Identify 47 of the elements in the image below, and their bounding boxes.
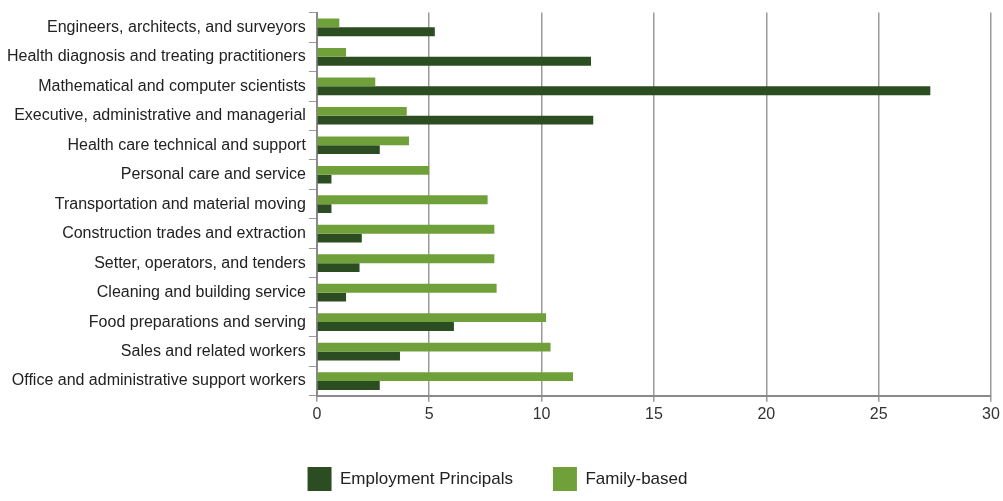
bar	[317, 106, 407, 116]
bar	[317, 47, 347, 57]
y-tick-label: Transportation and material moving	[54, 194, 306, 212]
y-tick-label: Office and administrative support workers	[11, 371, 306, 389]
x-tick-label: 0	[312, 404, 322, 422]
x-tick-label: 20	[757, 404, 776, 422]
bar	[317, 174, 332, 184]
bar	[317, 204, 332, 214]
x-tick-label: 5	[424, 404, 434, 422]
y-tick-label: Construction trades and extraction	[62, 224, 306, 242]
bar	[317, 233, 362, 243]
bar	[317, 372, 574, 382]
y-tick-label: Engineers, architects, and surveyors	[47, 17, 306, 35]
x-tick-label: 10	[532, 404, 551, 422]
y-tick-label: Food preparations and serving	[88, 312, 306, 330]
bar	[317, 254, 495, 264]
bar	[317, 313, 547, 323]
legend-label: Family-based	[585, 468, 688, 488]
bar	[317, 165, 430, 175]
legend-label: Employment Principals	[340, 468, 513, 488]
y-tick-label: Mathematical and computer scientists	[38, 76, 306, 94]
bar	[317, 342, 551, 352]
bar	[317, 283, 497, 293]
y-tick-label: Executive, administrative and managerial	[14, 106, 306, 124]
bar	[317, 115, 594, 125]
bar	[317, 56, 591, 66]
x-tick-label: 30	[982, 404, 1000, 422]
bar	[317, 381, 380, 390]
y-tick-label: Setter, operators, and tenders	[94, 253, 306, 271]
bar	[317, 18, 340, 28]
x-tick-label: 15	[645, 404, 663, 422]
y-tick-label: Health diagnosis and treating practitioners	[7, 47, 306, 65]
bar	[317, 224, 495, 234]
bar	[317, 351, 400, 361]
y-tick-label: Cleaning and building service	[96, 283, 306, 301]
y-tick-label: Health care technical and support	[67, 135, 307, 153]
x-tick-label: 25	[869, 404, 888, 422]
bar	[317, 27, 435, 37]
bar	[317, 195, 488, 205]
y-tick-label: Personal care and service	[120, 165, 306, 183]
bar	[317, 86, 931, 96]
bar	[317, 77, 376, 87]
y-tick-label: Sales and related workers	[120, 341, 306, 359]
bar	[317, 145, 380, 155]
bar	[317, 322, 454, 331]
bar	[317, 136, 409, 146]
bar	[317, 263, 360, 272]
